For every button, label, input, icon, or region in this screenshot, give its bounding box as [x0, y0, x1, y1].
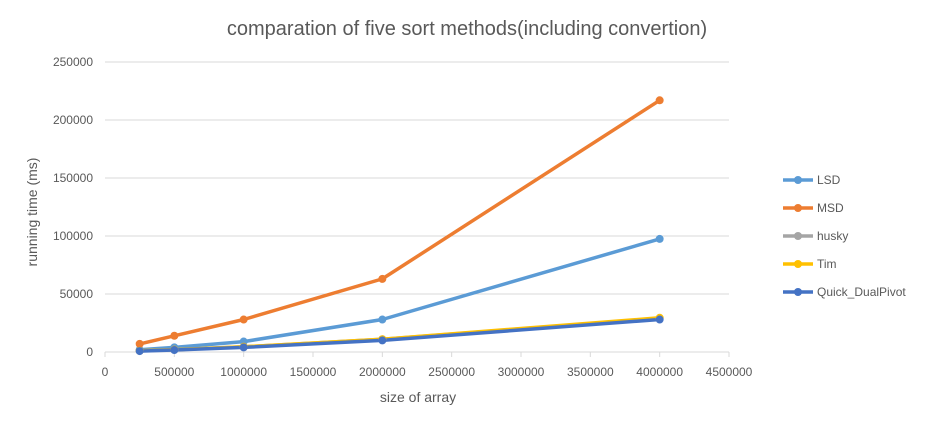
data-point-quick_dualpivot — [239, 343, 248, 352]
data-point-msd — [378, 274, 387, 283]
legend-marker-lsd — [794, 176, 802, 184]
data-point-quick_dualpivot — [170, 346, 179, 355]
legend-label: MSD — [817, 201, 844, 215]
data-point-msd — [239, 315, 248, 324]
gridlines — [105, 61, 729, 295]
data-point-quick_dualpivot — [655, 315, 664, 324]
series-line-msd — [137, 98, 662, 346]
y-tick-label: 0 — [86, 345, 93, 359]
x-tick-label: 3500000 — [567, 365, 614, 379]
x-tick-label: 2000000 — [359, 365, 406, 379]
x-tick-label: 1000000 — [220, 365, 267, 379]
y-axis-title: running time (ms) — [24, 158, 40, 267]
legend-marker-msd — [794, 204, 802, 212]
x-axis-title: size of array — [380, 389, 456, 405]
legend-marker-tim — [794, 260, 802, 268]
y-tick-label: 50000 — [60, 287, 94, 301]
y-tick-label: 100000 — [53, 229, 93, 243]
y-tick-label: 200000 — [53, 113, 93, 127]
legend-label: Tim — [817, 257, 837, 271]
legend-label: LSD — [817, 173, 841, 187]
data-point-quick_dualpivot — [378, 336, 387, 345]
y-tick-label: 250000 — [53, 55, 93, 69]
x-tick-label: 0 — [102, 365, 109, 379]
data-point-msd — [655, 96, 664, 105]
data-point-lsd — [378, 315, 387, 324]
data-point-msd — [135, 339, 144, 348]
legend-marker-husky — [794, 232, 802, 240]
series-lines — [137, 98, 662, 353]
series-line-tim — [137, 316, 662, 353]
legend-label: Quick_DualPivot — [817, 285, 906, 299]
legend-label: husky — [817, 229, 848, 243]
x-tick-label: 2500000 — [428, 365, 475, 379]
x-tick-label: 4500000 — [706, 365, 753, 379]
x-tick-label: 500000 — [154, 365, 194, 379]
y-tick-label: 150000 — [53, 171, 93, 185]
data-point-msd — [170, 331, 179, 340]
x-tick-label: 3000000 — [498, 365, 545, 379]
data-point-quick_dualpivot — [135, 347, 144, 356]
data-point-lsd — [655, 234, 664, 243]
series-points — [135, 96, 664, 356]
x-tick-label: 4000000 — [636, 365, 683, 379]
legend: LSD MSD husky Tim Quick_DualPivot — [783, 173, 906, 299]
legend-marker-quick_dualpivot — [794, 288, 802, 296]
chart-title: comparation of five sort methods(includi… — [227, 18, 707, 40]
x-tick-label: 1500000 — [290, 365, 337, 379]
